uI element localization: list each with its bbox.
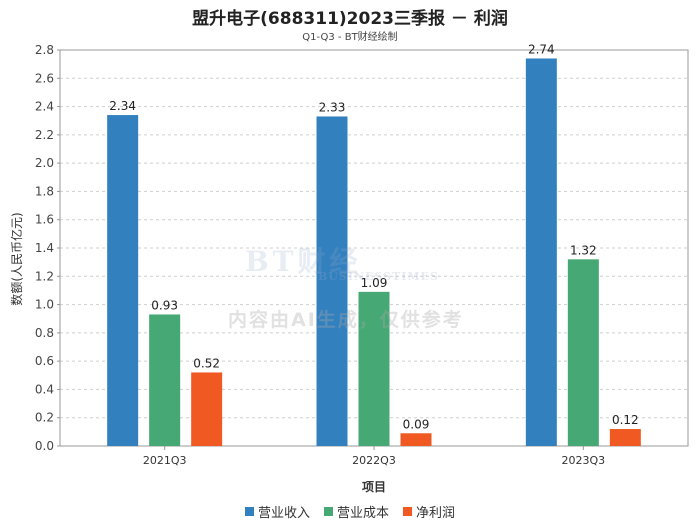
data-label: 0.93 [151,298,178,312]
y-axis-label: 数额(人民币亿元) [6,212,26,305]
data-label: 2.34 [109,99,136,113]
bar-营业收入-2023Q3[interactable] [525,58,557,446]
x-tick-label: 2022Q3 [352,454,396,467]
data-label: 0.09 [403,417,430,431]
bar-净利润-2022Q3[interactable] [400,433,432,446]
data-label: 1.32 [570,243,597,257]
x-tick-label: 2023Q3 [562,454,606,467]
y-tick-label: 1.4 [35,241,54,255]
x-axis-ticks: 2021Q3 2022Q3 2023Q3 [143,446,605,467]
legend-label-net-profit: 净利润 [416,506,456,521]
bar-营业成本-2022Q3[interactable] [358,291,390,446]
y-tick-label: 1.6 [35,213,54,227]
legend-item-revenue[interactable]: 营业收入 [244,502,310,521]
y-tick-label: 1.8 [35,184,54,198]
bar-净利润-2021Q3[interactable] [191,372,223,446]
data-label: 2.74 [528,42,555,56]
data-label: 1.09 [361,276,388,290]
legend-swatch-revenue [244,507,254,516]
watermark-ai-note: 内容由AI生成，仅供参考 [228,309,464,331]
legend-item-cost[interactable]: 营业成本 [323,502,389,521]
legend-label-revenue: 营业收入 [257,506,310,521]
chart-subtitle: Q1-Q3 - BT财经绘制 [302,32,398,43]
y-tick-label: 2.6 [35,71,54,85]
y-tick-label: 2.8 [35,43,54,57]
legend-swatch-net-profit [403,507,412,516]
legend-swatch-cost [323,507,333,516]
data-labels: 2.34 0.93 0.52 2.33 1.09 0.09 2.74 1.32 0.12 [109,42,638,431]
bar-营业成本-2023Q3[interactable] [567,259,599,446]
y-axis-label-text: 数额(人民币亿元) [9,212,24,306]
y-tick-label: 0.2 [35,411,54,425]
watermark-brand-sub: BUSINESSTIMES [318,270,439,283]
bar-营业成本-2021Q3[interactable] [149,314,181,446]
y-tick-label: 1.0 [35,298,54,312]
bar-净利润-2023Q3[interactable] [609,429,641,446]
x-tick-label: 2021Q3 [143,454,187,467]
y-tick-label: 2.2 [35,128,54,142]
y-tick-label: 0.8 [35,326,54,340]
y-tick-label: 0.6 [35,354,54,368]
y-tick-label: 2.4 [35,100,54,114]
y-tick-label: 1.2 [35,269,54,283]
chart-title: 盟升电子(688311)2023三季报 － 利润 [192,9,508,29]
y-tick-label: 0.4 [35,382,54,396]
watermark-brand: BT财经 [245,245,362,278]
legend: 营业收入 营业成本 净利润 [0,502,700,521]
y-axis-ticks: 0.0 0.2 0.4 0.6 0.8 1.0 1.2 1.4 1.6 1.8 2.0 2.2 2.4 2… [35,43,60,453]
data-label: 2.33 [319,100,346,114]
y-tick-label: 2.0 [35,156,54,170]
x-axis-label: 项目 [361,480,386,494]
data-label: 0.52 [193,356,220,370]
data-label: 0.12 [612,413,639,427]
bar-营业收入-2022Q3[interactable] [316,116,348,446]
legend-item-net-profit[interactable]: 净利润 [403,502,455,521]
bars [107,58,641,447]
y-tick-label: 0.0 [35,439,54,453]
bar-营业收入-2021Q3[interactable] [107,115,139,447]
legend-label-cost: 营业成本 [336,506,389,521]
